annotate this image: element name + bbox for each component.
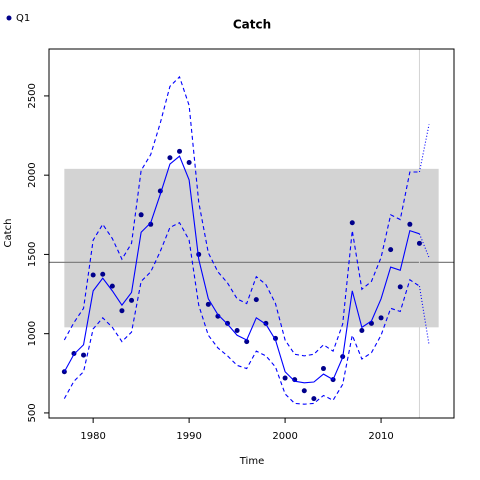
x-tick-label: 1980 <box>80 431 105 442</box>
series-line <box>418 286 430 345</box>
data-point <box>282 375 288 381</box>
data-point <box>388 247 394 253</box>
series-line <box>418 124 430 173</box>
data-point <box>81 352 87 358</box>
data-point <box>90 272 96 278</box>
data-point <box>109 283 115 289</box>
data-point <box>186 159 192 165</box>
series-line <box>63 75 420 357</box>
plot-frame <box>48 48 455 419</box>
data-point <box>138 212 144 218</box>
data-point <box>71 350 77 356</box>
data-point <box>311 396 317 402</box>
data-point <box>378 315 384 321</box>
data-point <box>129 297 135 303</box>
data-point <box>359 328 365 334</box>
y-tick-label: 2000 <box>27 162 38 187</box>
data-point <box>205 301 211 307</box>
data-point <box>225 320 231 326</box>
x-axis-label: Time <box>239 456 264 467</box>
x-tick-label: 1990 <box>176 431 201 442</box>
data-point <box>407 221 413 227</box>
chart-title: Catch <box>233 18 271 32</box>
y-tick-label: 1500 <box>27 242 38 267</box>
data-point <box>215 313 221 319</box>
data-point <box>167 155 173 161</box>
x-tick-label: 2010 <box>368 431 393 442</box>
x-tick-label: 2000 <box>272 431 297 442</box>
data-point <box>148 221 154 227</box>
data-point <box>416 240 422 246</box>
legend-marker <box>6 15 12 21</box>
y-tick-label: 500 <box>27 403 38 422</box>
y-axis-label: Catch <box>3 219 14 248</box>
data-point <box>177 148 183 154</box>
data-point <box>320 366 326 372</box>
y-tick-label: 2500 <box>27 83 38 108</box>
data-point <box>234 328 240 334</box>
y-tick-label: 1000 <box>27 321 38 346</box>
data-point <box>100 271 106 277</box>
legend-label: Q1 <box>16 13 30 24</box>
data-point <box>263 320 269 326</box>
data-point <box>253 297 259 303</box>
data-point <box>244 339 250 345</box>
series-line <box>63 155 420 384</box>
data-point <box>397 284 403 290</box>
data-point <box>119 308 125 314</box>
data-point <box>301 388 307 394</box>
series-line <box>418 233 430 258</box>
data-point <box>349 220 355 226</box>
band <box>64 168 439 328</box>
